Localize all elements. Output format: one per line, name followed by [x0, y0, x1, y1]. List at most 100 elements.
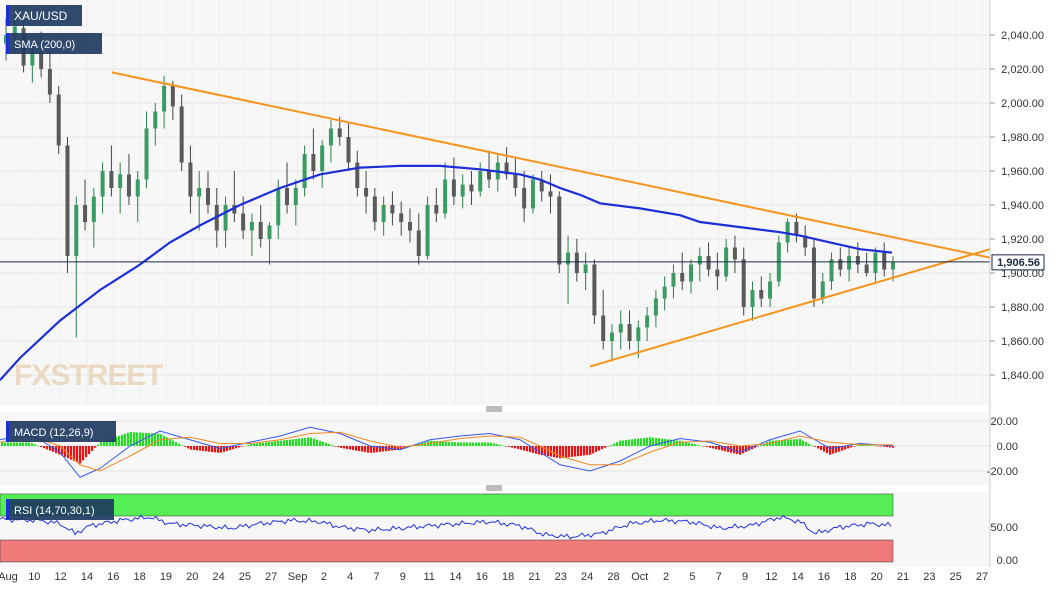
candle [680, 252, 685, 290]
candle [803, 225, 808, 256]
candle [627, 310, 632, 350]
macd-resize-handle[interactable] [0, 405, 990, 412]
candle [179, 94, 184, 171]
macd-histogram-bar [583, 446, 586, 456]
macd-histogram-bar [604, 446, 607, 448]
macd-histogram-bar [205, 446, 208, 452]
candle [618, 310, 623, 350]
macd-histogram-bar [598, 446, 601, 451]
macd-tick-label: 20.00 [990, 416, 1018, 428]
price-tick-label: 2,000.00 [1001, 98, 1044, 110]
macd-histogram-bar [262, 442, 265, 446]
candle [258, 205, 263, 248]
sma-200-line [0, 164, 893, 381]
macd-histogram-bar [814, 446, 817, 447]
candle [100, 162, 105, 214]
macd-histogram-bar [148, 433, 151, 446]
macd-histogram-bar [874, 445, 877, 447]
macd-histogram-bar [253, 443, 256, 446]
candles [4, 14, 895, 362]
macd-histogram-bar [883, 446, 886, 447]
macd-histogram-bar [214, 446, 217, 453]
candle [697, 247, 702, 282]
time-tick-label: 24 [581, 571, 593, 583]
macd-histogram-bar [439, 441, 442, 446]
macd-histogram-bar [706, 446, 709, 448]
macd-histogram-bar [247, 444, 250, 446]
macd-histogram-bar [223, 446, 226, 452]
macd-histogram-bar [127, 432, 130, 446]
macd-histogram-bar [70, 446, 73, 460]
macd-histogram-bar [37, 445, 40, 447]
candle [162, 75, 167, 129]
macd-histogram-bar [847, 446, 850, 449]
macd-histogram-bar [823, 446, 826, 452]
support-trendline [589, 248, 990, 368]
macd-histogram-bar [133, 432, 136, 446]
macd-histogram-bar [436, 441, 439, 446]
macd-histogram-bar [760, 444, 763, 446]
macd-histogram-bar [13, 442, 16, 446]
price-tick-label: 1,980.00 [1001, 132, 1044, 144]
macd-histogram-bar [667, 439, 670, 446]
rsi-label-box: RSI (14,70,30,1) [6, 499, 114, 520]
rsi-label: RSI (14,70,30,1) [14, 505, 95, 517]
watermark: FXSTREET [14, 359, 163, 392]
macd-histogram-bar [559, 446, 562, 459]
macd-histogram-bar [547, 446, 550, 457]
candle [864, 252, 869, 277]
macd-histogram-bar [562, 446, 565, 458]
macd-histogram-bar [679, 440, 682, 446]
macd-histogram-bar [211, 446, 214, 453]
macd-histogram-bar [340, 446, 343, 448]
macd-histogram-bar [124, 433, 127, 446]
candle [302, 145, 307, 197]
macd-histogram-bar [592, 446, 595, 454]
macd-histogram-bar [490, 442, 493, 446]
macd-histogram-bar [178, 443, 181, 446]
candle [811, 239, 816, 307]
macd-histogram-bar [661, 438, 664, 446]
macd-histogram-bar [175, 442, 178, 446]
macd-histogram-bar [523, 446, 526, 451]
macd-histogram-bar [256, 443, 259, 446]
macd-histogram-bar [199, 446, 202, 451]
time-tick-label: 27 [265, 571, 277, 583]
macd-histogram-bar [688, 442, 691, 446]
candle [504, 147, 509, 180]
time-tick-label: 25 [950, 571, 962, 583]
macd-histogram-bar [193, 446, 196, 450]
candle [425, 196, 430, 260]
rsi-resize-handle[interactable] [0, 485, 990, 492]
macd-histogram-bar [811, 445, 814, 446]
macd-histogram-bar [298, 438, 301, 446]
macd-histogram-bar [334, 446, 337, 447]
time-tick-label: Aug [0, 571, 18, 583]
macd-histogram-bar [715, 446, 718, 450]
macd-histogram-bar [196, 446, 199, 451]
macd-histogram-bar [52, 446, 55, 452]
macd-histogram-bar [19, 442, 22, 446]
time-tick-label: 14 [81, 571, 93, 583]
macd-histogram-bar [643, 437, 646, 446]
price-axis: 2,040.00 2,020.00 2,000.00 1,980.00 1,960.00… [990, 30, 1044, 382]
macd-histogram-bar [721, 446, 724, 451]
sma-label-box: SMA (200,0) [6, 33, 102, 54]
macd-histogram-bar [34, 444, 37, 446]
macd-histogram-bar [187, 446, 190, 449]
candle [135, 171, 140, 222]
price-tick-label: 1,840.00 [1001, 370, 1044, 382]
macd-histogram-bar [691, 443, 694, 446]
macd-histogram-bar [466, 442, 469, 446]
candle [74, 196, 79, 338]
macd-histogram-bar [337, 446, 340, 448]
macd-histogram-bar [67, 446, 70, 459]
time-tick-label: 12 [765, 571, 777, 583]
macd-tick-label: 0.00 [997, 441, 1018, 453]
macd-histogram-bar [91, 446, 94, 451]
candle [118, 162, 123, 214]
macd-histogram-bar [157, 433, 160, 446]
candle [372, 188, 377, 231]
macd-histogram-bar [580, 446, 583, 456]
